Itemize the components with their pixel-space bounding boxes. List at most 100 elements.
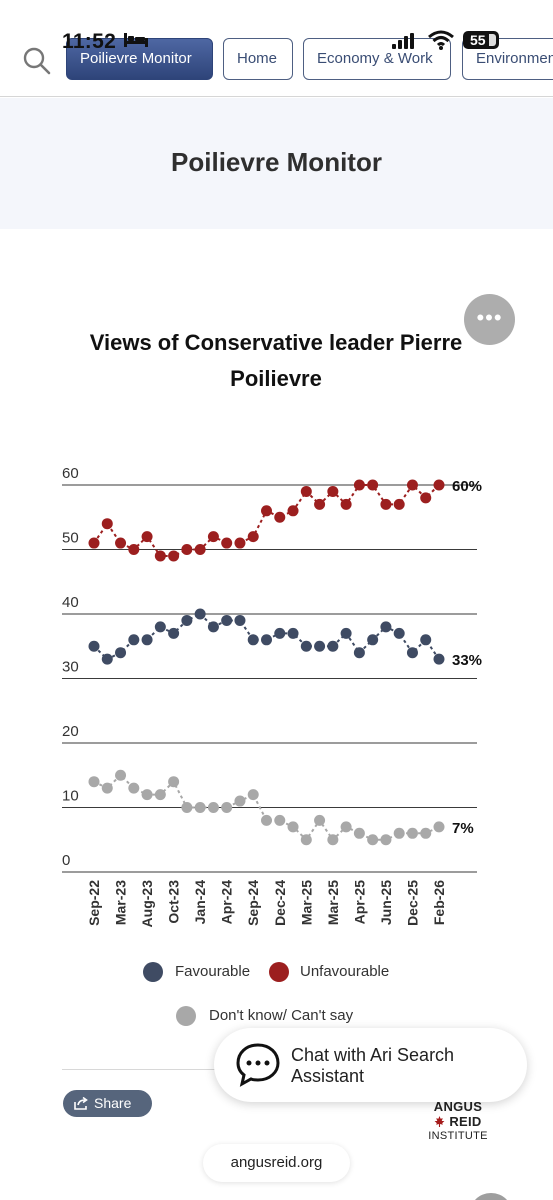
- data-point: [101, 782, 113, 794]
- chat-label: Chat with Ari Search Assistant: [291, 1045, 455, 1086]
- data-point: [274, 511, 286, 523]
- data-point: [181, 614, 193, 626]
- data-point: [433, 821, 445, 833]
- data-point: [340, 821, 352, 833]
- legend-favourable-swatch[interactable]: [143, 962, 163, 982]
- tab-environment[interactable]: Environment: [462, 38, 553, 80]
- data-point: [221, 802, 233, 813]
- legend-unfavourable-swatch[interactable]: [269, 962, 289, 982]
- page-header-band: [0, 98, 553, 229]
- data-point: [367, 834, 379, 846]
- data-point: [234, 537, 246, 549]
- chat-assistant-button[interactable]: Chat with Ari Search Assistant: [214, 1028, 527, 1102]
- data-point: [181, 544, 193, 555]
- data-point: [274, 627, 286, 639]
- y-tick-label: 20: [62, 723, 79, 740]
- data-point: [420, 492, 432, 504]
- data-point: [367, 479, 379, 491]
- legend-unfavourable-label[interactable]: Unfavourable: [300, 963, 390, 980]
- data-point: [393, 627, 405, 639]
- data-point: [420, 827, 432, 839]
- chart-title: Views of Conservative leader Pierre Poil…: [89, 330, 463, 391]
- data-point: [168, 627, 180, 639]
- status-bar: 11:52 55: [0, 0, 553, 54]
- y-tick-label: 50: [62, 530, 79, 547]
- x-tick-label: Feb-26: [431, 880, 447, 925]
- data-point: [353, 827, 365, 839]
- series-line: [93, 612, 440, 661]
- chat-icon: [236, 1043, 280, 1087]
- data-point: [433, 479, 445, 491]
- floating-button[interactable]: [469, 1193, 513, 1200]
- data-point: [88, 640, 100, 652]
- share-label: Share: [94, 1095, 132, 1111]
- data-point: [380, 498, 392, 510]
- data-point: [247, 634, 259, 646]
- data-point: [287, 627, 299, 639]
- data-point: [393, 498, 405, 510]
- data-point: [380, 834, 392, 846]
- data-point: [327, 834, 339, 846]
- data-point: [168, 550, 180, 562]
- logo-line-3: INSTITUTE: [428, 1130, 488, 1142]
- data-point: [367, 634, 379, 646]
- data-point: [128, 782, 140, 794]
- x-tick-label: Sep-24: [245, 880, 261, 926]
- data-point: [101, 518, 113, 530]
- x-tick-label: Oct-23: [166, 880, 182, 924]
- data-point: [141, 531, 153, 543]
- data-point: [287, 821, 299, 833]
- data-point: [406, 479, 418, 491]
- status-time: 11:52: [62, 30, 117, 53]
- data-point: [314, 498, 326, 510]
- x-tick-label: Jan-24: [192, 880, 208, 925]
- logo-line-2-text: REID: [449, 1114, 482, 1129]
- data-point: [353, 479, 365, 491]
- url-bar[interactable]: angusreid.org: [203, 1144, 350, 1182]
- data-point: [128, 634, 140, 646]
- tab-home[interactable]: Home: [223, 38, 293, 80]
- data-point: [300, 640, 312, 652]
- cellular-signal-icon: [392, 33, 414, 49]
- y-tick-label: 30: [62, 659, 79, 676]
- legend-dont-know-swatch[interactable]: [176, 1006, 196, 1026]
- data-point: [115, 769, 127, 781]
- data-point: [406, 647, 418, 659]
- data-point: [141, 634, 153, 646]
- data-point: [168, 776, 180, 788]
- data-point: [234, 614, 246, 626]
- share-button[interactable]: Share: [63, 1090, 152, 1117]
- wifi-icon: [428, 30, 454, 50]
- x-tick-label: Dec-24: [272, 880, 288, 926]
- data-point: [194, 802, 206, 813]
- data-point: [141, 789, 153, 801]
- page-title: Poilievre Monitor: [171, 147, 382, 177]
- chart-menu-button[interactable]: •••: [464, 294, 515, 345]
- legend-favourable-label[interactable]: Favourable: [175, 963, 251, 980]
- data-point: [261, 505, 272, 517]
- end-data-label: 33%: [452, 652, 482, 669]
- data-point: [207, 621, 219, 633]
- x-tick-label: Aug-23: [139, 880, 155, 928]
- x-tick-label: Apr-24: [219, 880, 235, 925]
- angus-reid-logo[interactable]: ANGUS REID INSTITUTE: [418, 1099, 498, 1147]
- data-point: [406, 827, 418, 839]
- x-tick-label: Mar-25: [325, 880, 341, 925]
- share-icon: [74, 1097, 88, 1110]
- x-tick-label: Apr-25: [351, 880, 367, 925]
- tab-economy-work[interactable]: Economy & Work: [303, 38, 451, 80]
- legend-dont-know-label[interactable]: Don't know/ Can't say: [209, 1007, 354, 1024]
- data-point: [115, 537, 127, 549]
- data-point: [314, 814, 326, 826]
- data-point: [88, 776, 100, 788]
- data-point: [420, 634, 432, 646]
- logo-line-1: ANGUS: [433, 1099, 483, 1114]
- data-point: [433, 653, 445, 665]
- data-point: [115, 647, 127, 659]
- data-point: [327, 485, 339, 497]
- maple-leaf-icon: [434, 1116, 445, 1127]
- tab-poilievre-monitor[interactable]: Poilievre Monitor: [66, 38, 213, 80]
- data-point: [88, 537, 100, 549]
- data-point: [261, 814, 272, 826]
- search-icon[interactable]: [22, 46, 52, 76]
